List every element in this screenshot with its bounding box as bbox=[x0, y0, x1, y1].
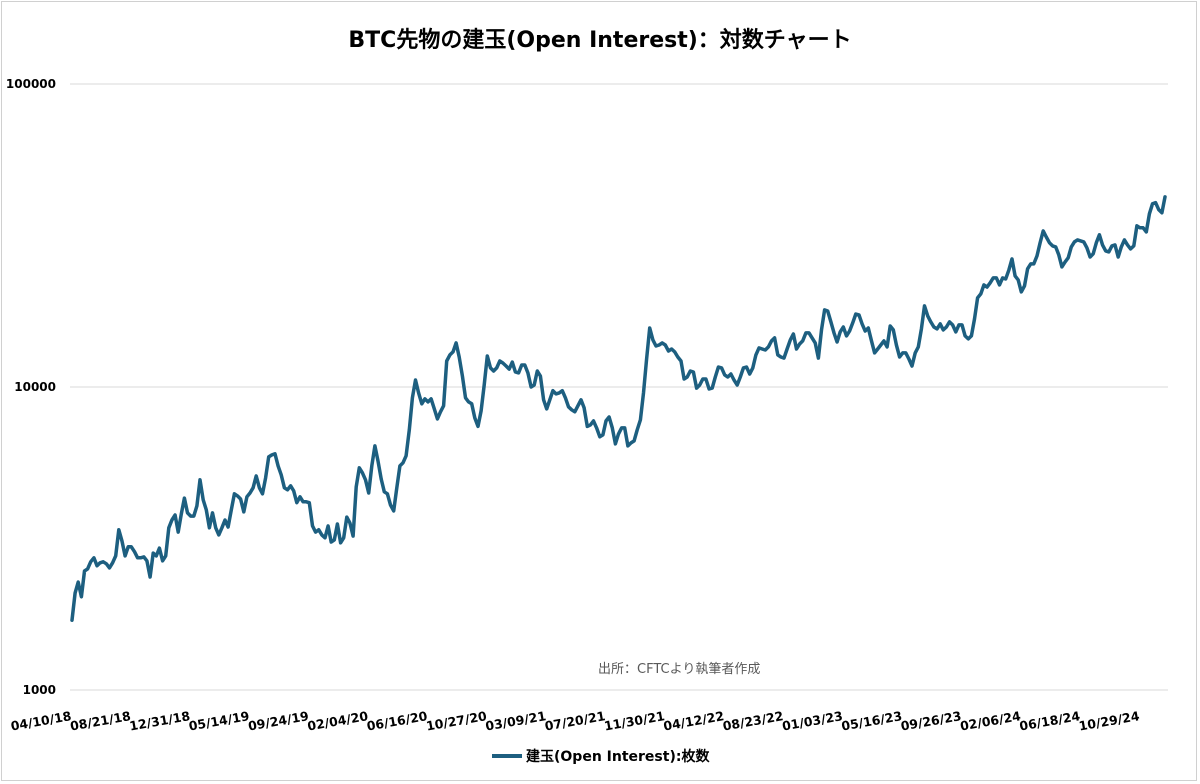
x-tick-label: 12/31/18 bbox=[128, 708, 191, 733]
x-axis-labels: 04/10/1808/21/1812/31/1805/14/1909/24/19… bbox=[10, 708, 1141, 733]
x-tick-label: 06/18/24 bbox=[1018, 708, 1081, 733]
gridlines bbox=[70, 83, 1168, 691]
x-tick-label: 08/23/22 bbox=[722, 708, 785, 733]
source-annotation: 出所：CFTCより執筆者作成 bbox=[598, 661, 760, 677]
legend: 建玉(Open Interest):枚数 bbox=[492, 748, 710, 765]
x-tick-label: 09/24/19 bbox=[247, 708, 310, 733]
x-tick-label: 09/26/23 bbox=[900, 708, 963, 733]
x-tick-label: 04/10/18 bbox=[10, 708, 73, 733]
chart-title: BTC先物の建玉(Open Interest)：対数チャート bbox=[348, 27, 851, 53]
x-tick-label: 03/09/21 bbox=[484, 708, 547, 733]
y-tick-label: 100000 bbox=[6, 77, 56, 91]
x-tick-label: 04/12/22 bbox=[662, 708, 725, 733]
x-tick-label: 02/04/20 bbox=[306, 708, 369, 733]
x-tick-label: 07/20/21 bbox=[544, 708, 607, 733]
x-tick-label: 10/27/20 bbox=[425, 708, 488, 733]
x-tick-label: 11/30/21 bbox=[603, 708, 666, 733]
y-axis-labels: 100000 10000 1000 bbox=[6, 77, 56, 697]
x-tick-label: 08/21/18 bbox=[69, 708, 132, 733]
x-tick-label: 06/16/20 bbox=[366, 708, 429, 733]
x-tick-label: 05/16/23 bbox=[840, 708, 903, 733]
x-tick-label: 10/29/24 bbox=[1078, 708, 1141, 733]
y-tick-label: 10000 bbox=[14, 380, 56, 394]
y-tick-label: 1000 bbox=[23, 683, 56, 697]
x-tick-label: 02/06/24 bbox=[959, 708, 1022, 733]
x-tick-label: 01/03/23 bbox=[781, 708, 844, 733]
x-tick-label: 05/14/19 bbox=[188, 708, 251, 733]
legend-label: 建玉(Open Interest):枚数 bbox=[526, 748, 710, 765]
series-line-open-interest bbox=[70, 195, 1167, 622]
